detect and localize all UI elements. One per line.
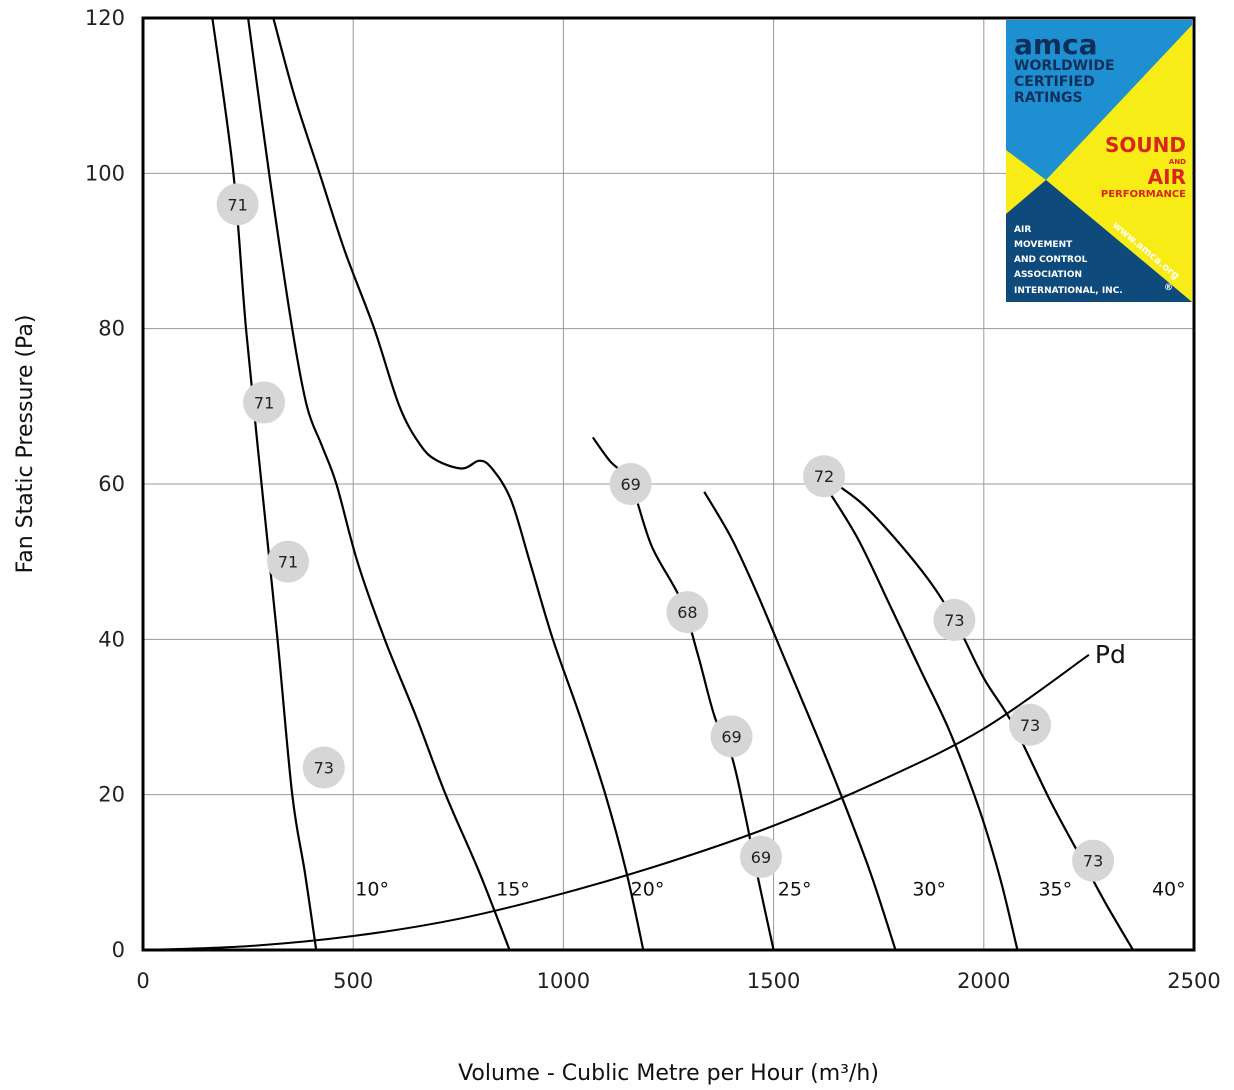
sound-marker-value: 71 bbox=[254, 393, 274, 412]
angle-label: 40° bbox=[1152, 879, 1186, 901]
logo-org-2: MOVEMENT bbox=[1014, 240, 1073, 250]
logo-certified: CERTIFIED bbox=[1014, 74, 1095, 90]
y-tick-label: 60 bbox=[98, 472, 125, 496]
angle-label: 25° bbox=[778, 879, 812, 901]
pd-label: Pd bbox=[1095, 640, 1126, 669]
logo-performance: PERFORMANCE bbox=[1101, 189, 1186, 200]
y-axis-title: Fan Static Pressure (Pa) bbox=[13, 315, 38, 574]
logo-worldwide: WORLDWIDE bbox=[1014, 58, 1115, 74]
sound-marker-value: 73 bbox=[1020, 716, 1040, 735]
logo-org-5: INTERNATIONAL, INC. bbox=[1014, 286, 1123, 296]
logo-sound: SOUND bbox=[1105, 133, 1186, 157]
fan-curve-2 bbox=[272, 17, 645, 951]
series-layer: 10° 15° 20° 25° 30° 35° 40° Pd bbox=[142, 17, 1186, 951]
y-tick-label: 100 bbox=[85, 161, 125, 185]
y-tick-label: 120 bbox=[85, 6, 125, 30]
sound-marker bbox=[267, 540, 310, 583]
sound-marker-value: 69 bbox=[751, 848, 771, 867]
amca-logo: amca WORLDWIDE CERTIFIED RATINGS SOUND A… bbox=[1006, 20, 1192, 302]
sound-marker bbox=[666, 591, 709, 634]
tick-labels: 0 500 1000 1500 2000 2500 0 20 40 60 80 100 120 bbox=[85, 6, 1221, 993]
sound-marker-value: 73 bbox=[944, 611, 964, 630]
sound-marker bbox=[739, 835, 782, 878]
angle-label: 10° bbox=[355, 879, 389, 901]
sound-marker-value: 73 bbox=[314, 758, 334, 777]
angle-label: 15° bbox=[496, 879, 530, 901]
sound-marker bbox=[216, 183, 259, 226]
logo-ratings: RATINGS bbox=[1014, 90, 1083, 106]
logo-org-1: AIR bbox=[1014, 225, 1031, 235]
logo-and: AND bbox=[1169, 158, 1186, 166]
sound-marker bbox=[243, 381, 286, 424]
sound-marker bbox=[609, 463, 652, 505]
x-axis-title: Volume - Cublic Metre per Hour (m³/h) bbox=[458, 1061, 879, 1086]
sound-marker bbox=[933, 598, 976, 641]
sound-marker-value: 71 bbox=[227, 195, 247, 214]
logo-org-3: AND CONTROL bbox=[1014, 255, 1088, 265]
logo-amca: amca bbox=[1014, 28, 1098, 61]
y-tick-label: 20 bbox=[98, 783, 125, 807]
x-tick-label: 2500 bbox=[1167, 969, 1220, 993]
sound-marker bbox=[1072, 839, 1115, 882]
sound-marker-value: 68 bbox=[677, 603, 697, 622]
sound-marker-value: 69 bbox=[721, 727, 741, 746]
angle-label: 30° bbox=[912, 879, 946, 901]
sound-marker bbox=[302, 746, 345, 789]
logo-registered: ® bbox=[1164, 283, 1173, 293]
y-tick-label: 0 bbox=[112, 938, 125, 962]
x-tick-label: 1000 bbox=[537, 969, 590, 993]
logo-org-4: ASSOCIATION bbox=[1014, 270, 1082, 280]
y-tick-label: 40 bbox=[98, 627, 125, 651]
sound-marker-value: 69 bbox=[620, 475, 640, 494]
plot-frame bbox=[141, 16, 1196, 952]
sound-marker bbox=[1009, 703, 1052, 746]
sound-marker bbox=[803, 455, 846, 498]
x-tick-label: 500 bbox=[333, 969, 373, 993]
x-tick-label: 1500 bbox=[747, 969, 800, 993]
angle-label: 20° bbox=[631, 879, 665, 901]
fan-curve-0 bbox=[211, 17, 318, 951]
x-tick-label: 2000 bbox=[957, 969, 1010, 993]
pd-curve bbox=[142, 654, 1090, 951]
sound-marker-value: 73 bbox=[1083, 852, 1103, 871]
logo-yellow-left bbox=[1006, 152, 1042, 215]
x-tick-label: 0 bbox=[136, 969, 149, 993]
sound-marker-value: 71 bbox=[278, 553, 298, 572]
fan-curve-1 bbox=[247, 17, 511, 951]
fan-curve-5 bbox=[823, 483, 1019, 951]
angle-label: 35° bbox=[1038, 879, 1072, 901]
y-tick-label: 80 bbox=[98, 317, 125, 341]
logo-air: AIR bbox=[1148, 165, 1186, 189]
value-markers: 71 71 71 73 69 68 69 69 72 73 73 73 bbox=[216, 183, 1115, 882]
logo-yellow-triangle bbox=[1006, 20, 1192, 302]
sound-marker-value: 72 bbox=[814, 467, 834, 486]
logo-navy-triangle bbox=[1006, 180, 1192, 302]
sound-marker bbox=[710, 715, 753, 758]
fan-curve-4 bbox=[703, 491, 897, 951]
fan-curve-3 bbox=[591, 436, 775, 951]
